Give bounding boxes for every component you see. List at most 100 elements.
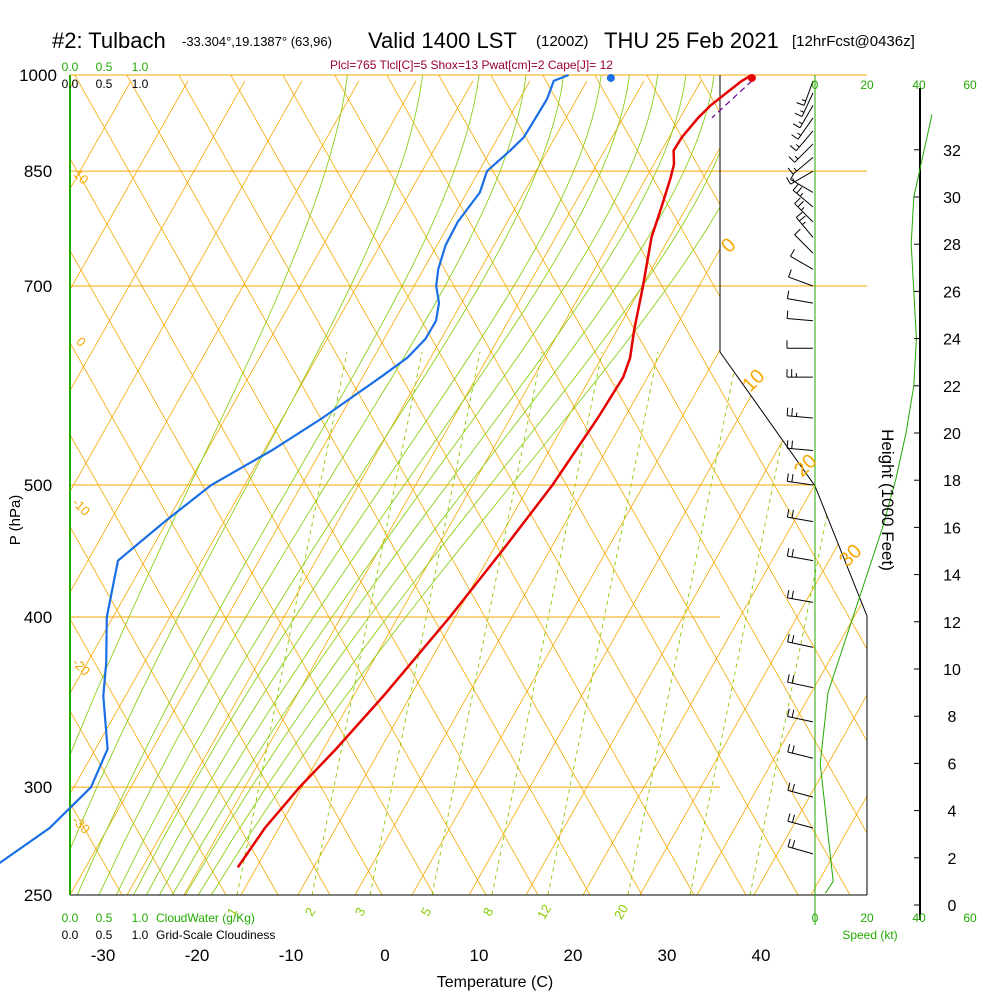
wind-barb [786, 310, 814, 322]
height-axis-title: Height (1000 Feet) [878, 429, 897, 571]
wind-barb-staff [787, 846, 814, 855]
isotherm-line [126, 80, 588, 895]
wind-barb [786, 369, 813, 378]
dry-adiabat-line [70, 75, 591, 895]
wind-barb-staff [794, 143, 814, 163]
wind-barb-flag [790, 172, 795, 180]
speed-tick-bottom: 60 [963, 911, 977, 925]
dry-adiabat-line [201, 75, 867, 895]
wind-barb-staff [803, 80, 814, 106]
wind-barb-flag [787, 674, 790, 683]
dry-adiabat-line [149, 75, 851, 895]
wind-barb [787, 813, 814, 829]
wind-barb-flag [798, 215, 806, 222]
cloudiness-scale-top: 0.0 [62, 77, 79, 91]
cloudwater-scale-bottom: 1.0 [132, 911, 149, 925]
wind-barb-staff [787, 447, 814, 452]
wind-barb-staff [788, 276, 814, 287]
wind-barb-flag [791, 814, 795, 823]
height-tick-label: 14 [943, 568, 961, 585]
temperature-tick-label: 30 [658, 946, 677, 965]
pressure-tick-label: 1000 [19, 66, 57, 85]
wind-barb [796, 80, 814, 106]
isotherm-line [411, 80, 867, 895]
wind-barb-flag [787, 838, 791, 847]
cloudwater-scale-top: 0.5 [96, 60, 113, 74]
wind-barb-flag [791, 634, 795, 644]
wind-barb-staff [787, 318, 814, 322]
dry-adiabat-line [70, 75, 383, 895]
isotherm-line [70, 80, 246, 895]
wind-barb-staff [787, 555, 814, 562]
wind-barb-flag [787, 782, 791, 791]
dry-adiabat-line [513, 75, 867, 895]
dry-adiabat-line [721, 75, 867, 895]
isotherm-line [70, 80, 417, 895]
isotherm-line [70, 80, 474, 895]
wind-barb-half [797, 132, 802, 136]
cloudiness-scale-bottom: 0.0 [62, 928, 79, 942]
wind-barb-staff [787, 516, 814, 523]
surface-dewpoint-dot [606, 73, 615, 82]
cloudwater-scale-top: 0.0 [62, 60, 79, 74]
height-tick-label: 8 [948, 709, 957, 726]
height-tick-label: 2 [948, 851, 957, 868]
wind-barb [787, 744, 814, 759]
cloudiness-scale-top: 0.5 [96, 77, 113, 91]
wind-barb-flag [792, 840, 796, 849]
pressure-tick-label: 850 [24, 162, 52, 181]
wind-barb-flag [786, 473, 789, 482]
wind-barb-half [801, 221, 806, 225]
wind-barb-flag [788, 156, 795, 163]
wind-barb-flag [791, 408, 793, 417]
isotherm-line [753, 80, 867, 895]
utc-time: (1200Z) [536, 33, 589, 50]
wind-barb-flag [791, 548, 794, 557]
dry-adiabat-line [70, 75, 71, 895]
wind-barb [786, 407, 814, 419]
temperature-label: 20 [790, 450, 821, 481]
speed-axis-title: Speed (kt) [842, 928, 897, 942]
wind-barb-staff [787, 597, 814, 603]
dry-adiabat-line [70, 75, 435, 895]
height-tick-label: 16 [943, 520, 961, 537]
pressure-tick-label: 400 [24, 608, 52, 627]
wind-barb-flag [786, 589, 790, 598]
wind-barb-flag [791, 474, 794, 483]
diagram-lines [0, 75, 867, 895]
wind-barb-staff [792, 189, 814, 208]
dry-adiabat-label: -10 [69, 495, 93, 519]
wind-barb-staff [795, 130, 814, 152]
cloudwater-label: CloudWater (g/Kg) [156, 911, 255, 925]
wind-barb [790, 172, 814, 193]
wind-barb-flag [795, 211, 803, 218]
temperature-label: 0 [717, 234, 740, 257]
mixing-ratio-label: 12 [534, 902, 554, 922]
dry-adiabat-line [617, 75, 867, 895]
temperature-label: 30 [835, 540, 866, 571]
wind-barb-flag [791, 745, 795, 754]
wind-barb-staff [790, 255, 814, 270]
mixing-ratio-line [749, 351, 861, 895]
temperature-tick-label: -20 [185, 946, 210, 965]
wind-barb [788, 269, 814, 287]
height-tick-label: 18 [943, 473, 961, 490]
isotherm-line [0, 81, 17, 895]
moist-adiabat-line [159, 75, 659, 895]
temperature-tick-label: 10 [470, 946, 489, 965]
speed-tick-top: 40 [912, 78, 926, 92]
height-tick-label: 0 [948, 898, 957, 915]
wind-barb-flag [791, 590, 794, 599]
dry-adiabat-line [565, 75, 867, 895]
mixing-ratio-line [369, 351, 481, 895]
isotherm-line [70, 80, 360, 895]
mixing-ratio-label: 2 [302, 905, 319, 919]
wind-barb-staff [787, 480, 814, 486]
wind-barb [787, 633, 814, 648]
y-axis-title: P (hPa) [7, 495, 24, 546]
wind-barb-flag [791, 675, 795, 684]
wind-barb [794, 228, 814, 254]
wind-barb-flag [787, 167, 794, 175]
dry-adiabat-line [70, 75, 227, 895]
